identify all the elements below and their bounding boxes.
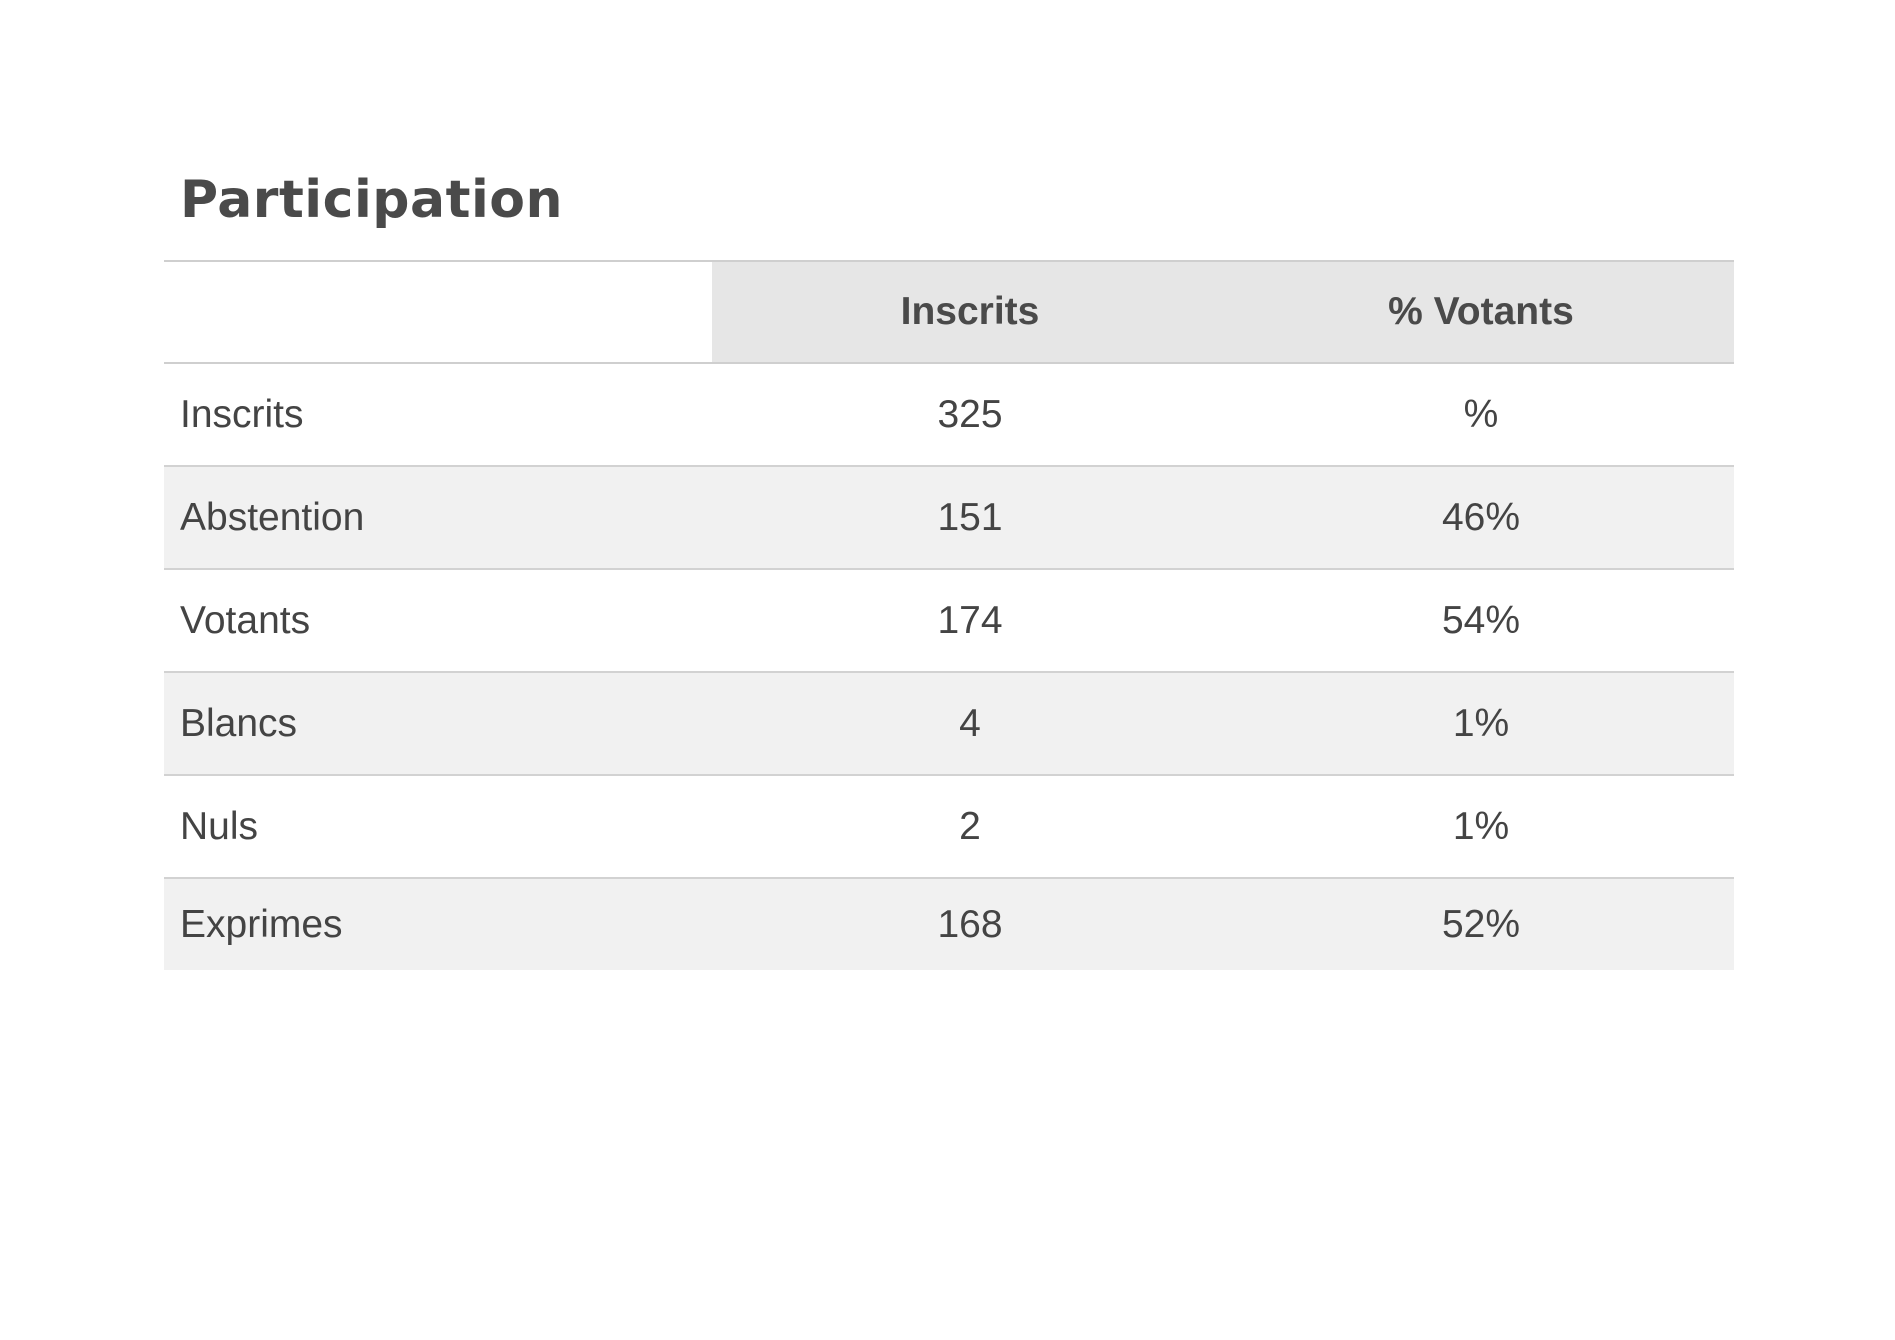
table-row: Nuls 2 1% <box>164 775 1734 879</box>
row-label: Nuls <box>164 775 712 879</box>
table-row: Inscrits 325 % <box>164 363 1734 467</box>
header-inscrits: Inscrits <box>712 261 1228 364</box>
participation-section: Participation Inscrits % Votants Inscrit… <box>164 150 1734 970</box>
participation-table: Inscrits % Votants Inscrits 325 % Absten… <box>164 260 1734 970</box>
table-row: Exprimes 168 52% <box>164 878 1734 970</box>
row-count: 151 <box>712 466 1228 570</box>
row-percent: % <box>1228 363 1734 467</box>
row-label: Exprimes <box>164 878 712 970</box>
row-count: 174 <box>712 569 1228 673</box>
row-percent: 52% <box>1228 878 1734 970</box>
row-label: Blancs <box>164 672 712 776</box>
table-row: Blancs 4 1% <box>164 672 1734 776</box>
header-label-cell <box>164 261 712 364</box>
row-count: 168 <box>712 878 1228 970</box>
section-title: Participation <box>180 170 564 230</box>
row-label: Inscrits <box>164 363 712 467</box>
row-label: Votants <box>164 569 712 673</box>
row-count: 2 <box>712 775 1228 879</box>
row-label: Abstention <box>164 466 712 570</box>
row-percent: 1% <box>1228 775 1734 879</box>
row-count: 325 <box>712 363 1228 467</box>
row-count: 4 <box>712 672 1228 776</box>
table-header-row: Inscrits % Votants <box>164 261 1734 364</box>
table-row: Votants 174 54% <box>164 569 1734 673</box>
row-percent: 54% <box>1228 569 1734 673</box>
row-percent: 1% <box>1228 672 1734 776</box>
table-row: Abstention 151 46% <box>164 466 1734 570</box>
header-percent-votants: % Votants <box>1228 261 1734 364</box>
row-percent: 46% <box>1228 466 1734 570</box>
